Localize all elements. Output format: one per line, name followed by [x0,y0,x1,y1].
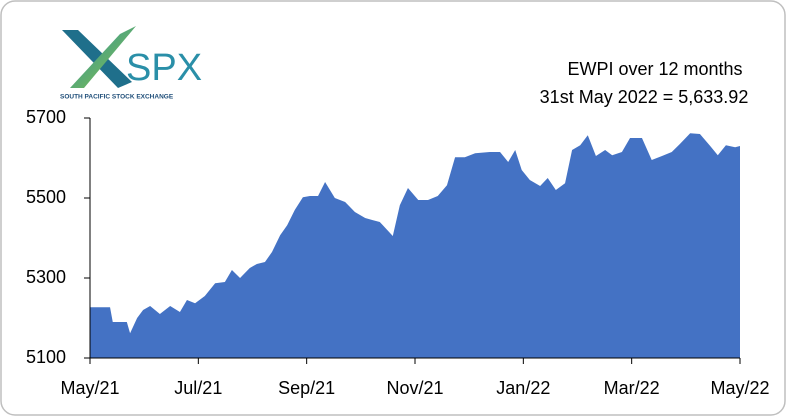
logo-tagline: SOUTH PACIFIC STOCK EXCHANGE [60,94,174,101]
y-tick-label: 5700 [26,107,66,127]
x-tick-label: May/21 [60,378,119,398]
logo-name: SPX [126,47,202,89]
y-tick-label: 5500 [26,187,66,207]
y-tick-label: 5300 [26,267,66,287]
area [90,133,740,358]
logo: SPX SOUTH PACIFIC STOCK EXCHANGE [60,26,202,101]
x-tick-label: Jul/21 [174,378,222,398]
x-tick-label: May/22 [710,378,769,398]
x-tick-label: Nov/21 [386,378,443,398]
y-tick-label: 5100 [26,347,66,367]
chart-subtitle: 31st May 2022 = 5,633.92 [540,87,749,107]
x-tick-label: Sep/21 [278,378,335,398]
logo-mark [70,26,136,88]
chart-title: EWPI over 12 months [567,59,742,79]
x-tick-label: Mar/22 [604,378,660,398]
x-tick-label: Jan/22 [496,378,550,398]
